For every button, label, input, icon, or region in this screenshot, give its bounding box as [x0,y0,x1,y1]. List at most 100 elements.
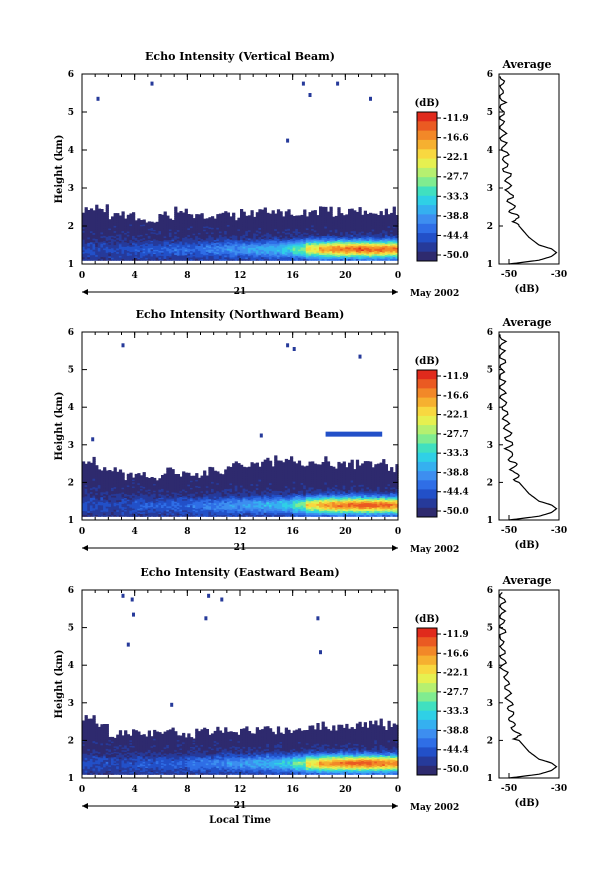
heatmap-cell [205,236,209,239]
heatmap-cell [211,242,215,246]
heatmap-cell [139,237,144,240]
heatmap-cell [369,219,373,222]
heatmap-cell [163,502,167,505]
heatmap-cell [166,231,170,234]
heatmap-cell [129,225,133,228]
heatmap-cell [174,510,178,513]
heatmap-cell [213,249,217,252]
heatmap-cell [184,232,188,235]
heatmap-cell [311,212,315,215]
heatmap-cell [308,237,312,241]
heatmap-cell [311,228,315,231]
heatmap-cell [203,482,207,485]
heatmap-cell [245,217,249,220]
heatmap-cell [348,226,352,229]
y-tick-label: 4 [68,146,74,156]
heatmap-cell [363,252,367,256]
heatmap-cell [200,251,204,255]
heatmap-cell [97,217,101,221]
heatmap-cell [200,478,204,481]
heatmap-cell [221,217,225,221]
heatmap-cell [174,496,178,499]
heatmap-cell [168,237,173,240]
heatmap-cell [379,218,383,221]
heatmap-cell [182,474,186,477]
heatmap-cell [197,503,202,506]
heatmap-cell [103,224,107,227]
heatmap-cell [89,249,94,252]
heatmap-cell [137,489,141,492]
heatmap-cell [300,238,304,241]
heatmap-cell [297,233,302,236]
heatmap-cell [150,488,154,491]
heatmap-cell [274,240,278,243]
heatmap-cell [213,218,217,221]
heatmap-cell [269,248,273,251]
heatmap-cell [366,230,370,233]
heatmap-cell [240,216,244,220]
heatmap-cell [211,227,215,230]
heatmap-cell [126,226,130,229]
heatmap-cell [192,222,196,225]
heatmap-cell [366,248,370,251]
heatmap-cell [218,491,223,494]
heatmap-cell [97,239,101,243]
heatmap-cell [166,467,170,470]
heatmap-cell [197,235,202,238]
heatmap-cell [118,489,123,492]
heatmap-cell [392,252,396,255]
heatmap-cell [95,248,99,251]
heatmap-cell [274,231,278,235]
heatmap-cell [261,249,265,252]
heatmap-cell [121,500,125,503]
heatmap-cell [105,206,109,209]
heatmap-cell [392,237,396,240]
heatmap-cell [300,246,304,250]
heatmap-cell [261,253,265,256]
heatmap-cell [216,476,220,479]
heatmap-cell [111,217,115,221]
heatmap-cell [221,239,225,243]
heatmap-cell [213,252,217,255]
heatmap-cell [153,495,157,498]
heatmap-cell [197,220,202,224]
heatmap-cell [129,488,133,491]
heatmap-cell [108,225,112,228]
heatmap-cell [161,485,165,488]
heatmap-cell [103,233,107,236]
heatmap-cell [224,509,228,512]
heatmap-cell [105,256,109,259]
heatmap-cell [340,250,344,253]
heatmap-cell [97,511,101,514]
heatmap-cell [113,467,117,470]
heatmap-cell [218,222,223,225]
heatmap-cell [308,256,312,260]
heatmap-cell [313,244,317,247]
heatmap-cell [308,258,312,261]
heatmap-cell [163,501,167,504]
heatmap-cell [350,227,354,230]
heatmap-cell [287,256,291,259]
heatmap-cell [276,214,281,218]
heatmap-cell [171,224,175,227]
heatmap-cell [358,252,362,256]
heatmap-cell [166,236,170,239]
heatmap-cell [384,243,388,246]
heatmap-cell [108,514,112,517]
heatmap-cell [269,220,273,223]
heatmap-cell [237,235,241,238]
heatmap-cell [126,480,130,483]
heatmap-cell [163,214,167,218]
heatmap-cell [190,493,194,496]
heatmap-cell [134,248,138,251]
heatmap-cell [216,248,220,251]
heatmap-cell [190,235,194,238]
heatmap-cell [208,226,212,229]
heatmap-cell [179,479,183,482]
heatmap-cell [161,501,165,504]
heatmap-cell [203,480,207,483]
heatmap-cell [390,234,394,238]
heatmap-cell [329,239,333,242]
heatmap-cell [337,239,341,242]
heatmap-cell [84,258,88,261]
